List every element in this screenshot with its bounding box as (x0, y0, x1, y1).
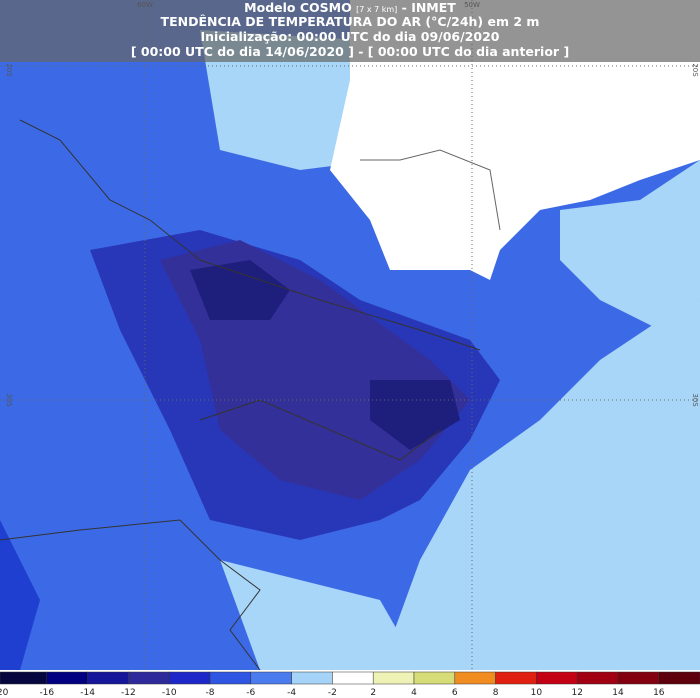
colorbar-swatch (454, 671, 496, 685)
colorbar-label: 8 (493, 688, 499, 698)
colorbar-label: 4 (411, 688, 417, 698)
colorbar-swatch (658, 671, 700, 685)
lon-label: 50W (464, 1, 480, 9)
colorbar-swatch (291, 671, 333, 685)
header-line3: Inicialização: 00:00 UTC do dia 09/06/20… (201, 29, 500, 44)
colorbar-label: -12 (121, 688, 136, 698)
colorbar-swatch (617, 671, 660, 685)
colorbar-label: -6 (246, 688, 255, 698)
colorbar-swatch (495, 671, 537, 685)
lon-label: 60W (137, 1, 153, 9)
colorbar-swatch (0, 671, 48, 685)
colorbar-swatch (46, 671, 88, 685)
colorbar-swatch (413, 671, 456, 685)
colorbar-label: 6 (452, 688, 458, 698)
colorbar-label: 2 (370, 688, 376, 698)
header-panel (0, 0, 700, 62)
colorbar-label: -16 (39, 688, 54, 698)
lat-label: 30S (5, 393, 13, 407)
colorbar-label: -20 (0, 688, 9, 698)
colorbar-label: -14 (80, 688, 95, 698)
colorbar-swatch (128, 671, 170, 685)
colorbar-label: -4 (287, 688, 296, 698)
header-line2: TENDÊNCIA DE TEMPERATURA DO AR (°C/24h) … (161, 14, 540, 29)
colorbar-label: 10 (531, 688, 543, 698)
colorbar-label: 16 (653, 688, 665, 698)
lat-label: 30S (691, 393, 699, 407)
header-line1: Modelo COSMO [7 x 7 km] - INMET (244, 0, 456, 15)
colorbar-swatch (372, 671, 415, 685)
colorbar-label: -10 (162, 688, 177, 698)
colorbar-swatch (576, 671, 619, 685)
lat-label: 20S (691, 63, 699, 77)
lat-label: 20S (5, 63, 13, 77)
colorbar-label: 12 (571, 688, 582, 698)
map (0, 0, 700, 671)
colorbar-swatch (250, 671, 292, 685)
org: - INMET (402, 0, 457, 15)
resolution: [7 x 7 km] (356, 5, 397, 14)
colorbar: -20 -16 -14 -12 -10 -8 -6 -4 -2 2 4 6 8 10 12 14 16 (0, 670, 700, 698)
colorbar-swatch (332, 671, 374, 685)
colorbar-label: -8 (206, 688, 215, 698)
colorbar-label: -2 (328, 688, 337, 698)
colorbar-swatch (209, 671, 252, 685)
colorbar-swatch (536, 671, 578, 685)
colorbar-swatch (168, 671, 211, 685)
colorbar-label: 14 (612, 688, 624, 698)
header-line4: [ 00:00 UTC do dia 14/06/2020 ] - [ 00:0… (131, 44, 569, 59)
model: Modelo COSMO (244, 0, 352, 15)
colorbar-swatch (87, 671, 129, 685)
